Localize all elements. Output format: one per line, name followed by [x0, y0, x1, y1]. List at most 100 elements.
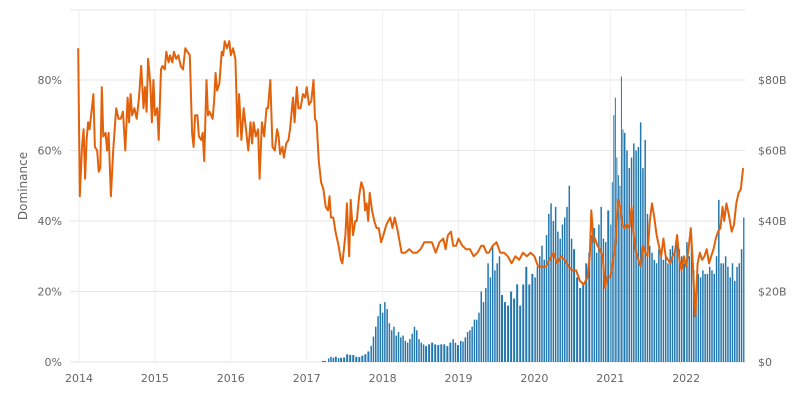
volume-bar: [651, 252, 653, 362]
volume-bar: [340, 357, 343, 362]
volume-bar: [372, 336, 375, 362]
volume-bar: [519, 305, 522, 362]
volume-bar: [708, 266, 711, 362]
volume-bar: [686, 242, 688, 362]
volume-bar: [736, 266, 738, 362]
volume-bar: [579, 287, 582, 362]
volume-bar: [425, 346, 428, 362]
volume-bar: [628, 168, 630, 362]
volume-bar: [355, 356, 358, 362]
volume-bar: [507, 305, 510, 362]
volume-bar: [415, 330, 418, 362]
volume-bar: [564, 217, 566, 362]
volume-bar: [352, 354, 355, 362]
volume-bar: [491, 245, 494, 362]
x-tick-label: 2018: [369, 372, 397, 385]
volume-bar: [635, 150, 637, 362]
x-tick-label: 2014: [65, 372, 93, 385]
volume-bar: [566, 206, 568, 362]
volume-bar: [588, 252, 591, 362]
volume-bar: [559, 238, 561, 362]
volume-bar: [377, 316, 379, 362]
volume-bar: [449, 342, 452, 362]
volume-bar: [321, 360, 326, 362]
volume-bar: [617, 175, 619, 362]
volume-bar: [604, 242, 607, 362]
volume-bar: [482, 302, 485, 362]
volume-bar: [646, 213, 649, 362]
volume-bar: [400, 337, 402, 362]
volume-bar: [487, 263, 489, 362]
volume-bar: [454, 342, 457, 362]
volume-bar: [718, 199, 720, 362]
x-tick-label: 2022: [672, 372, 700, 385]
volume-bar: [496, 263, 498, 362]
volume-bar: [422, 344, 425, 362]
y-tick-label: 20%: [38, 286, 62, 299]
volume-bar: [639, 122, 642, 362]
volume-bar: [680, 256, 683, 362]
volume-bar: [332, 357, 334, 362]
volume-bar: [715, 256, 718, 362]
volume-bar: [740, 249, 743, 362]
volume-bar: [642, 168, 644, 362]
volume-bar: [381, 312, 384, 362]
volume-bar: [498, 256, 501, 362]
volume-bar: [548, 213, 550, 362]
volume-bar: [552, 221, 555, 362]
volume-bar: [557, 231, 559, 362]
volume-bar: [406, 342, 409, 362]
volume-bar: [706, 273, 709, 362]
volume-bar: [695, 298, 697, 362]
volume-bar: [510, 291, 513, 362]
volume-bar: [623, 132, 626, 362]
volume-bar: [653, 259, 656, 362]
x-tick-label: 2021: [596, 372, 624, 385]
volume-bar: [649, 245, 651, 362]
volume-bar: [504, 302, 507, 362]
volume-bars: [321, 76, 745, 362]
volume-bar: [561, 224, 564, 362]
volume-bar: [469, 330, 471, 362]
volume-bar: [678, 249, 681, 362]
dominance-line: [77, 40, 745, 318]
volume-bar: [568, 185, 571, 362]
y2-tick-label: $80B: [758, 74, 787, 87]
x-tick-label: 2019: [445, 372, 473, 385]
volume-bar: [464, 337, 467, 362]
volume-bar: [330, 356, 332, 362]
volume-bar: [664, 256, 667, 362]
volume-bar: [411, 333, 413, 362]
volume-bar: [501, 295, 503, 362]
volume-bar: [397, 332, 400, 362]
volume-bar: [545, 235, 548, 362]
volume-bar: [456, 345, 459, 362]
volume-bar: [738, 263, 741, 362]
volume-bar: [633, 143, 635, 362]
volume-bar: [743, 217, 745, 362]
y-tick-label: 80%: [38, 74, 62, 87]
volume-bar: [669, 249, 671, 362]
dominance-line-path: [77, 40, 745, 318]
volume-bar: [367, 351, 370, 362]
volume-bar: [434, 344, 437, 362]
volume-bar: [610, 224, 612, 362]
x-axis-ticks: 2014 2015 2016 2017 2018 2019 2020 2021 2022: [65, 372, 700, 385]
volume-bar: [611, 182, 613, 362]
volume-bar: [637, 146, 640, 362]
volume-bar: [404, 340, 407, 362]
volume-bar: [683, 263, 686, 362]
volume-bar: [349, 354, 352, 362]
volume-bar: [337, 358, 340, 362]
volume-bar: [471, 326, 473, 362]
volume-bar: [327, 358, 330, 362]
volume-bar: [379, 303, 382, 362]
grid-lines: [70, 9, 745, 363]
volume-bar: [607, 210, 610, 362]
volume-bar: [343, 357, 346, 362]
volume-bar: [662, 259, 665, 362]
volume-bar: [522, 284, 525, 362]
volume-bar: [473, 319, 476, 362]
volume-bar: [538, 256, 541, 362]
